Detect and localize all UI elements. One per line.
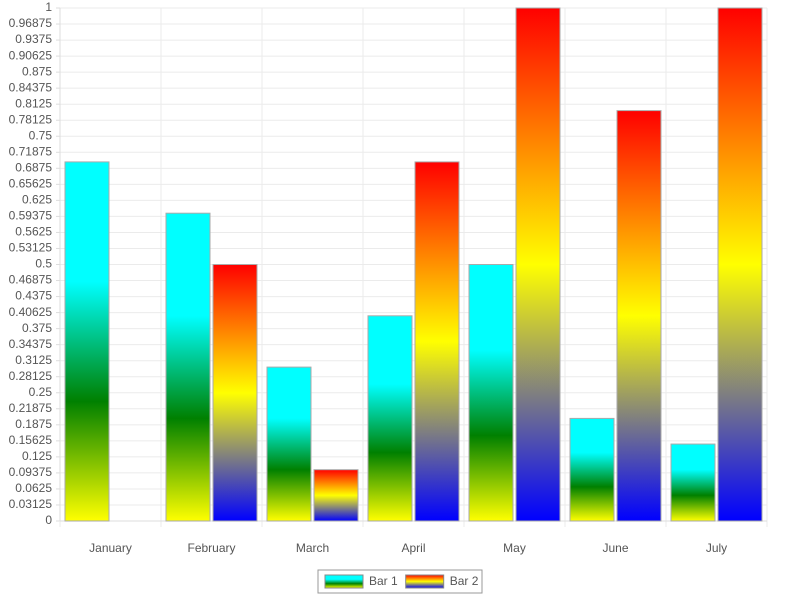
y-tick-label: 0.9375 <box>15 32 52 46</box>
bar <box>313 469 359 522</box>
x-tick-label: January <box>89 541 132 555</box>
x-tick-label: July <box>706 541 727 555</box>
x-tick-label: May <box>503 541 526 555</box>
legend: Bar 1 Bar 2 <box>317 569 483 594</box>
y-tick-label: 0.46875 <box>9 273 53 287</box>
y-tick-label: 0.34375 <box>9 337 53 351</box>
bar <box>515 7 561 522</box>
y-tick-label: 0.21875 <box>9 401 53 415</box>
bar <box>414 161 460 522</box>
y-tick-label: 0.09375 <box>9 465 53 479</box>
y-tick-label: 0.8125 <box>15 96 52 110</box>
bar <box>266 366 312 522</box>
y-tick-label: 0.15625 <box>9 433 53 447</box>
y-tick-label: 0.59375 <box>9 209 53 223</box>
y-tick-label: 0.96875 <box>9 16 53 30</box>
bar <box>569 417 615 522</box>
y-tick-label: 0.78125 <box>9 112 53 126</box>
y-tick-label: 0.1875 <box>15 417 52 431</box>
y-tick-label: 0.5 <box>35 257 52 271</box>
y-tick-label: 0.71875 <box>9 144 53 158</box>
y-tick-label: 0.53125 <box>9 241 53 255</box>
y-tick-label: 0.84375 <box>9 80 53 94</box>
bar <box>670 443 716 522</box>
y-tick-label: 0.75 <box>29 128 53 142</box>
bar <box>468 264 514 522</box>
bar <box>64 161 110 522</box>
x-tick-label: February <box>187 541 235 555</box>
x-tick-label: March <box>296 541 329 555</box>
bar <box>212 264 258 522</box>
bar <box>367 315 413 522</box>
bar <box>616 110 662 522</box>
x-tick-label: June <box>602 541 628 555</box>
y-tick-label: 0 <box>45 513 52 527</box>
y-tick-label: 1 <box>45 0 52 14</box>
y-tick-label: 0.875 <box>22 64 52 78</box>
y-tick-label: 0.28125 <box>9 369 53 383</box>
y-tick-label: 0.65625 <box>9 177 53 191</box>
y-tick-label: 0.4375 <box>15 289 52 303</box>
bar <box>165 212 211 522</box>
y-tick-label: 0.90625 <box>9 48 53 62</box>
bar <box>717 7 763 522</box>
y-tick-label: 0.375 <box>22 321 52 335</box>
y-tick-label: 0.5625 <box>15 225 52 239</box>
legend-label: Bar 1 <box>369 574 398 588</box>
y-tick-label: 0.125 <box>22 449 52 463</box>
y-tick-label: 0.40625 <box>9 305 53 319</box>
x-tick-label: April <box>401 541 425 555</box>
legend-label: Bar 2 <box>450 574 479 588</box>
y-tick-label: 0.6875 <box>15 160 52 174</box>
y-tick-label: 0.03125 <box>9 497 53 511</box>
y-tick-label: 0.0625 <box>15 481 52 495</box>
legend-swatch <box>324 574 364 589</box>
y-tick-label: 0.3125 <box>15 353 52 367</box>
legend-swatch <box>405 574 445 589</box>
y-tick-label: 0.625 <box>22 193 52 207</box>
y-tick-label: 0.25 <box>29 385 53 399</box>
